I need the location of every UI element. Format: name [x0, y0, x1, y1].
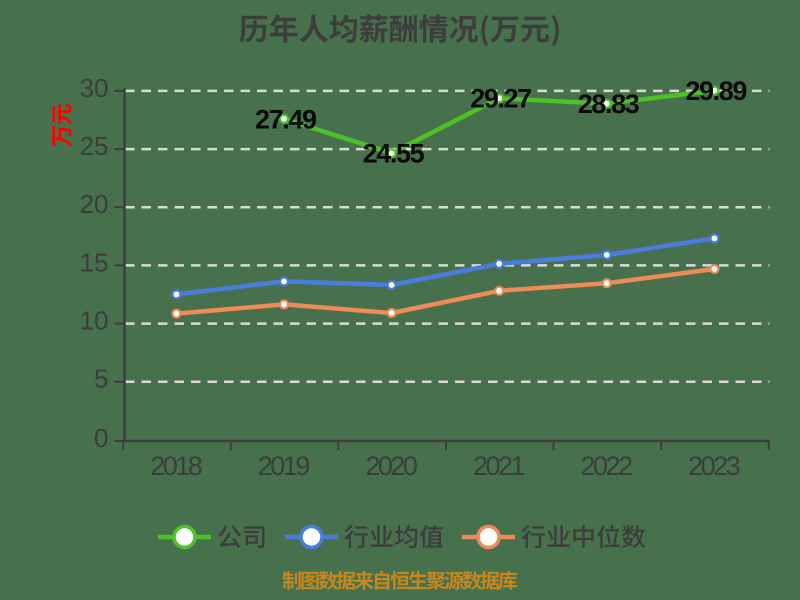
svg-text:0: 0 — [94, 423, 108, 453]
svg-text:24.55: 24.55 — [363, 139, 425, 169]
svg-text:10: 10 — [80, 306, 109, 336]
svg-text:15: 15 — [80, 247, 109, 277]
svg-text:2023: 2023 — [688, 451, 741, 481]
svg-text:2021: 2021 — [473, 451, 526, 481]
svg-text:2018: 2018 — [150, 451, 203, 481]
svg-text:2022: 2022 — [581, 451, 634, 481]
svg-text:29.27: 29.27 — [470, 84, 532, 114]
svg-text:5: 5 — [94, 364, 108, 394]
svg-text:2019: 2019 — [258, 451, 311, 481]
svg-text:2020: 2020 — [365, 451, 418, 481]
svg-text:28.83: 28.83 — [578, 89, 640, 119]
svg-text:25: 25 — [80, 131, 109, 161]
svg-text:30: 30 — [80, 73, 109, 103]
svg-text:20: 20 — [80, 189, 109, 219]
svg-text:27.49: 27.49 — [255, 104, 317, 134]
svg-text:29.89: 29.89 — [685, 76, 747, 106]
